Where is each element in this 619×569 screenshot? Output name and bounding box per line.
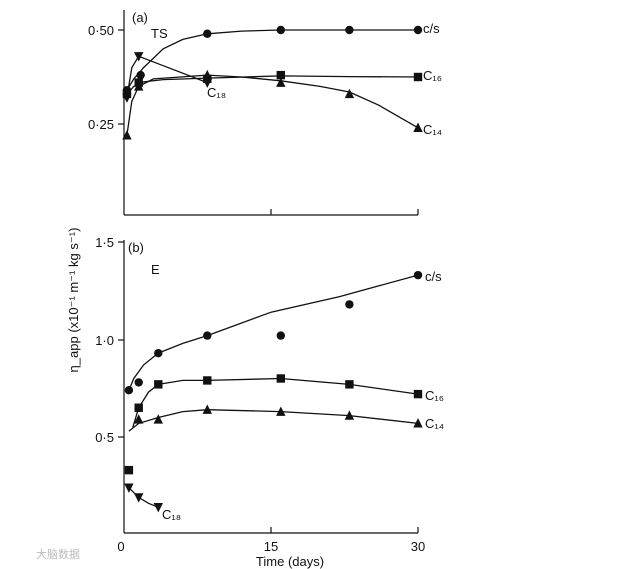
- panel-b-series-c14-point-2: [202, 404, 212, 414]
- panel-b-series-c14-point-0: [134, 414, 144, 424]
- x-axis-label: Time (days): [256, 554, 324, 569]
- panel-b-series-c18-line: [128, 487, 159, 508]
- panel-b-series-c18-label: C₁₈: [162, 507, 181, 522]
- panel-a-series-cs-line: [126, 29, 418, 91]
- panel-b-series-cs-point-4: [276, 331, 285, 340]
- panel-b-series-c14-point-4: [344, 410, 355, 420]
- panel-b-series-c18-point-1: [134, 493, 144, 503]
- panel-b-title: E: [151, 262, 160, 277]
- panel-b-series-c14-point-3: [276, 406, 286, 416]
- panel-a-series-c16-label: C₁₆: [423, 68, 442, 83]
- panel-a-series-c18-label: C₁₈: [207, 85, 226, 100]
- panel-b-series-cs-point-0: [124, 386, 134, 395]
- panel-a-series-c14-point-4: [344, 88, 355, 99]
- panel-a-series-cs-point-2: [203, 29, 212, 38]
- panel-a-series-cs-point-5: [413, 25, 423, 35]
- panel-b-xtick-label-1: 15: [264, 539, 278, 554]
- panel-a-series-c14-line: [126, 74, 419, 136]
- panel-a-series-cs-point-1: [136, 70, 145, 80]
- panel-a-series-c16-line: [126, 75, 419, 95]
- panel-b-series-c14-label: C₁₄: [425, 416, 444, 431]
- plot-layer: c/s C₁₆ C₁₄ C₁₈ c/s C₁₆ C₁₄ C₁₈: [122, 21, 444, 522]
- panel-a-series-c14-point-5: [413, 122, 423, 132]
- panel-b-axes: 1·5 1·0 0·5 0 15 30 (b) E Time (days) η_…: [66, 228, 425, 569]
- panel-b-series-c16-point-5: [345, 380, 354, 389]
- panel-b-series-c16-point-4: [276, 374, 285, 383]
- watermark-text: 大脑数据: [36, 547, 80, 561]
- panel-b-series-c16-point-2: [154, 380, 163, 389]
- panel-b-series-c16-label: C₁₆: [425, 388, 444, 403]
- panel-a-series-c14-point-3: [276, 77, 286, 87]
- panel-a-series-cs-label: c/s: [423, 21, 440, 36]
- panel-b-ytick-label-0: 1·5: [95, 235, 114, 250]
- panel-a-series-c18-point-1: [134, 52, 144, 62]
- panel-b-ytick-label-2: 0·5: [95, 430, 114, 445]
- panel-b-series-c16-point-1: [134, 403, 143, 412]
- panel-a-label: (a): [132, 10, 148, 25]
- panel-b-series-cs-label: c/s: [425, 269, 442, 284]
- panel-b-series-c16-point-3: [203, 376, 212, 385]
- panel-b-series-c14-line: [128, 409, 419, 432]
- panel-b-series-cs-line: [128, 274, 419, 391]
- panel-a-series-c18-point-0: [122, 93, 132, 103]
- panel-a-series-c16-point-3: [276, 70, 285, 80]
- panel-b-series-cs-point-5: [345, 300, 354, 309]
- panel-b-series-cs-point-3: [203, 331, 212, 340]
- panel-b-ytick-label-1: 1·0: [95, 333, 114, 348]
- panel-a-series-c14-point-1: [134, 81, 144, 91]
- panel-b-series-c14-point-1: [153, 414, 163, 424]
- panel-b-series-c18-point-2: [153, 503, 163, 513]
- y-axis-label: η_app (x10⁻¹ m⁻¹ kg s⁻¹): [66, 228, 81, 373]
- panel-b-series-cs-point-2: [154, 348, 163, 358]
- panel-b-xtick-label-2: 30: [411, 539, 425, 554]
- panel-a-series-c14-point-2: [202, 69, 212, 80]
- panel-a-series-cs-point-3: [276, 25, 285, 35]
- panel-b-series-c18-point-0: [124, 483, 134, 493]
- panel-a-series-c16-point-4: [413, 72, 423, 82]
- panel-a-series-cs-point-4: [345, 25, 354, 35]
- panel-b-xtick-label-0: 0: [117, 539, 124, 554]
- panel-a-title: TS: [151, 26, 168, 41]
- panel-a-axes: 0·50 0·25 (a) TS: [88, 10, 419, 216]
- panel-b-series-c16-point-0: [124, 465, 134, 475]
- panel-a-series-c14-label: C₁₄: [423, 122, 442, 137]
- panel-b-label: (b): [128, 240, 144, 255]
- panel-a-ytick-label-1: 0·25: [88, 117, 114, 132]
- panel-b-series-cs-point-6: [413, 270, 423, 280]
- panel-b-series-c16-point-6: [413, 389, 423, 399]
- panel-a-ytick-label-0: 0·50: [88, 23, 114, 38]
- panel-b-series-cs-point-1: [134, 378, 143, 387]
- panel-b-series-c14-point-5: [413, 418, 423, 428]
- panel-b-series-c16-line: [132, 377, 419, 428]
- panel-a-series-c14-point-0: [122, 130, 132, 140]
- panel-a-series-c18-point-2: [202, 78, 212, 88]
